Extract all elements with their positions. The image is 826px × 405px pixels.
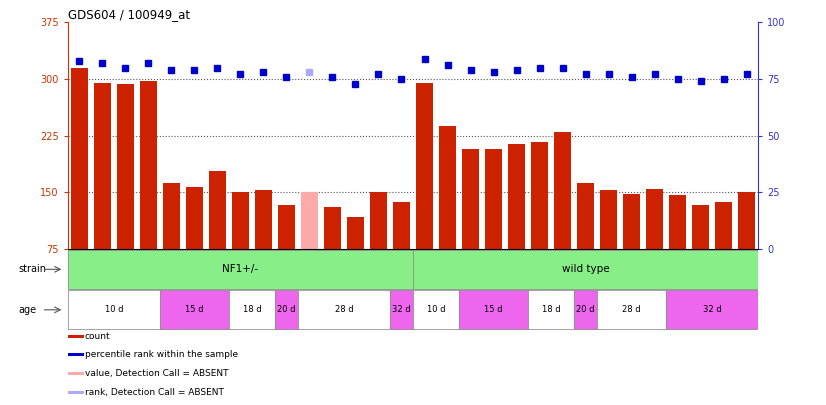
Bar [68, 372, 84, 375]
Bar [715, 202, 732, 249]
Bar [68, 353, 84, 356]
Text: 18 d: 18 d [243, 305, 261, 314]
Text: 10 d: 10 d [105, 305, 123, 314]
Bar [508, 144, 525, 249]
Text: age: age [18, 305, 36, 315]
Text: 15 d: 15 d [484, 305, 503, 314]
Text: 28 d: 28 d [622, 305, 641, 314]
Bar [463, 149, 479, 249]
Bar [416, 83, 433, 249]
Text: count: count [85, 332, 111, 341]
Bar [298, 290, 390, 329]
Text: strain: strain [18, 264, 46, 274]
Bar [669, 195, 686, 249]
Bar [738, 192, 755, 249]
Bar [439, 126, 456, 249]
Bar [459, 290, 528, 329]
Bar [186, 187, 202, 249]
Text: NF1+/-: NF1+/- [222, 264, 259, 274]
Bar [531, 143, 548, 249]
Bar [390, 290, 413, 329]
Text: GDS604 / 100949_at: GDS604 / 100949_at [68, 8, 190, 21]
Text: 18 d: 18 d [542, 305, 560, 314]
Bar [370, 192, 387, 249]
Text: 20 d: 20 d [577, 305, 595, 314]
Bar [528, 290, 574, 329]
Bar [692, 205, 709, 249]
Text: 32 d: 32 d [703, 305, 722, 314]
Text: 15 d: 15 d [185, 305, 203, 314]
Bar [209, 171, 225, 249]
Bar [229, 290, 275, 329]
Bar [667, 290, 758, 329]
Bar [647, 189, 663, 249]
Bar [347, 217, 363, 249]
Bar [413, 290, 459, 329]
Bar [577, 183, 594, 249]
Bar [94, 83, 111, 249]
Bar [275, 290, 298, 329]
Bar [601, 190, 617, 249]
Bar [301, 192, 318, 249]
Bar [159, 290, 229, 329]
Bar [255, 190, 272, 249]
Bar [393, 202, 410, 249]
Bar [574, 290, 597, 329]
Text: 10 d: 10 d [427, 305, 445, 314]
Text: percentile rank within the sample: percentile rank within the sample [85, 350, 238, 359]
Bar [68, 290, 159, 329]
Bar [68, 250, 413, 289]
Text: rank, Detection Call = ABSENT: rank, Detection Call = ABSENT [85, 388, 224, 397]
Bar [324, 207, 340, 249]
Bar [624, 194, 640, 249]
Text: 28 d: 28 d [335, 305, 354, 314]
Text: 32 d: 32 d [392, 305, 411, 314]
Bar [486, 149, 502, 249]
Bar [163, 183, 179, 249]
Text: 20 d: 20 d [278, 305, 296, 314]
Text: wild type: wild type [562, 264, 610, 274]
Bar [232, 192, 249, 249]
Bar [554, 132, 571, 249]
Bar [278, 205, 295, 249]
Bar [597, 290, 667, 329]
Bar [68, 391, 84, 394]
Bar [140, 81, 157, 249]
Bar [71, 68, 88, 249]
Bar [68, 335, 84, 338]
Text: value, Detection Call = ABSENT: value, Detection Call = ABSENT [85, 369, 229, 378]
Bar [413, 250, 758, 289]
Bar [117, 84, 134, 249]
